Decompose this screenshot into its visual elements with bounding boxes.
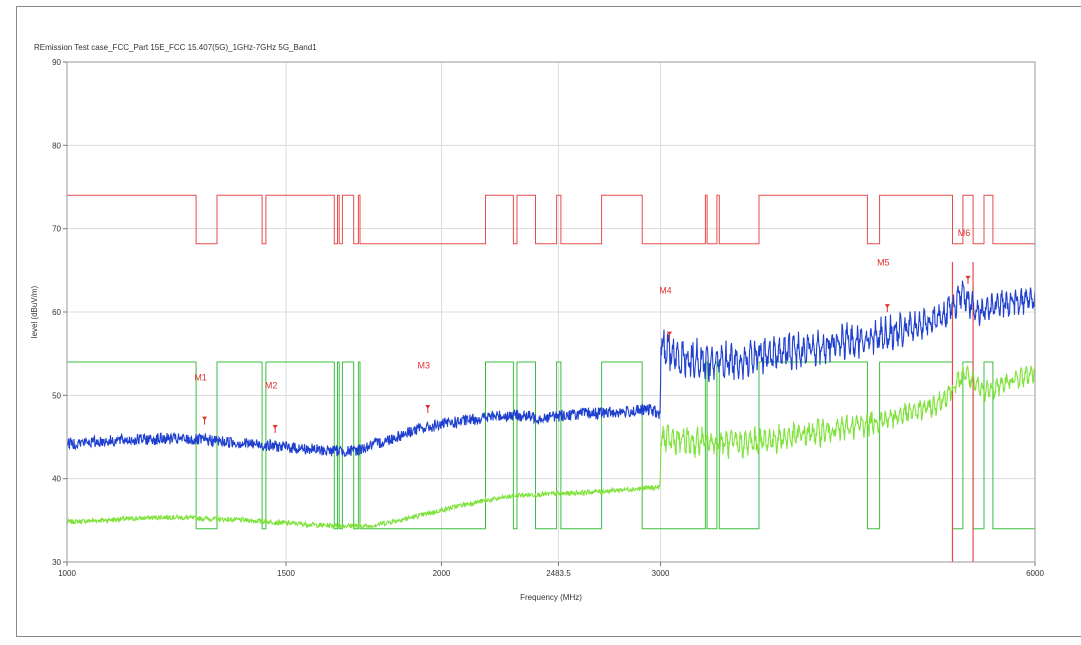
average-limit-line <box>67 361 1035 530</box>
marker-point <box>202 416 208 421</box>
marker-group: M1 M2 M3 M4 M5 M6 <box>194 228 971 433</box>
marker-label: M2 <box>265 381 278 391</box>
frame-bottom-border <box>16 636 1081 637</box>
y-tick-label: 60 <box>52 308 61 317</box>
marker-label: M4 <box>659 286 672 296</box>
y-tick-label: 70 <box>52 225 61 234</box>
y-tick-label: 50 <box>52 391 61 400</box>
peak-limit-line <box>67 194 1035 245</box>
marker-point <box>272 425 278 429</box>
y-tick-label: 80 <box>52 141 61 150</box>
marker-point <box>666 331 672 336</box>
axis-ticks: 30 40 50 60 70 80 90 1000 1500 2000 2483.5 3000 6000 <box>52 58 1044 578</box>
frame-top-border <box>16 6 1081 7</box>
chart-title: REmission Test case_FCC_Part 15E_FCC 15.… <box>34 43 317 52</box>
y-tick-label: 40 <box>52 475 61 484</box>
y-tick-label: 90 <box>52 58 61 67</box>
x-tick-label: 1500 <box>277 569 295 578</box>
y-axis-label: level (dBuV/m) <box>30 285 39 338</box>
y-tick-label: 30 <box>52 558 61 567</box>
x-axis-label: Frequency (MHz) <box>520 593 582 602</box>
x-tick-label: 2000 <box>433 569 451 578</box>
marker-point <box>965 275 971 280</box>
marker-label: M3 <box>418 361 431 371</box>
marker-point <box>884 304 890 309</box>
x-tick-label: 1000 <box>58 569 76 578</box>
grid-lines <box>67 62 1035 562</box>
x-tick-label: 3000 <box>652 569 670 578</box>
x-tick-label: 6000 <box>1026 569 1044 578</box>
limit-lines <box>67 194 1035 562</box>
frame-left-border <box>16 6 17 636</box>
measurement-traces <box>66 280 1036 531</box>
marker-label: M1 <box>194 372 207 382</box>
peak-trace <box>66 280 1036 457</box>
x-tick-label: 2483.5 <box>546 569 571 578</box>
average-trace <box>66 365 1036 531</box>
marker-label: M5 <box>877 257 890 267</box>
marker-point <box>425 405 431 409</box>
marker-label: M6 <box>958 228 971 238</box>
